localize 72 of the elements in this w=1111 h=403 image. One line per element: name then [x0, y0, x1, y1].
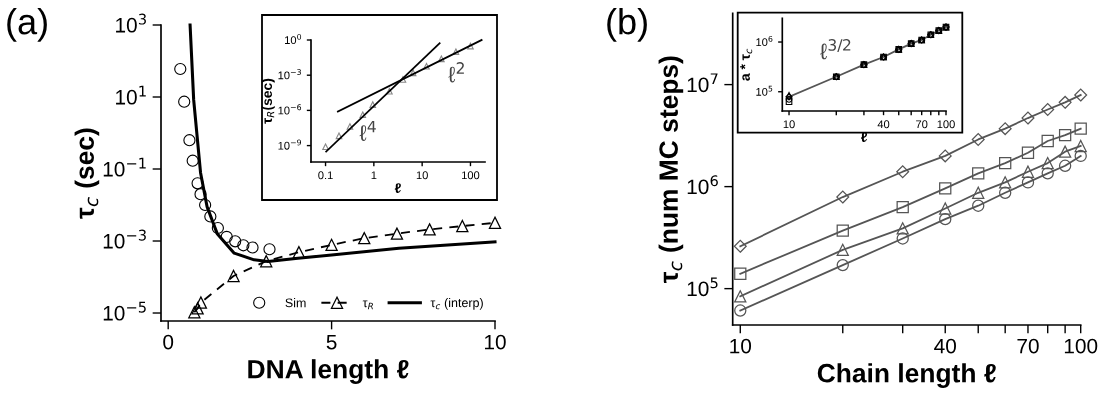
x-tick-label: 10: [730, 338, 752, 354]
point: [246, 241, 259, 254]
y-tick-label: 10$^{6}$: [756, 35, 773, 47]
y-tick-label: 10$^{1}$: [116, 85, 146, 105]
point: [188, 306, 201, 319]
point: [191, 177, 204, 190]
point: [186, 154, 199, 167]
point: [199, 198, 212, 212]
point: [204, 210, 217, 223]
x-axis-title: DNA length ℓ: [248, 359, 409, 384]
point: [174, 62, 187, 76]
annotation: ℓ$^{2}$: [448, 62, 464, 83]
y-tick-label: 10$^{0}$: [285, 33, 302, 45]
chart-title: (a): [7, 8, 47, 42]
x-tick-label: 0: [163, 334, 174, 350]
point: [178, 95, 191, 108]
legend-label: τ$_{c}$ (interp): [430, 298, 483, 310]
y-tick-label: 10$^{5}$: [687, 277, 718, 297]
x-axis-title: ℓ: [394, 183, 401, 193]
point: [220, 230, 233, 244]
point: [423, 223, 436, 236]
point: [325, 238, 338, 252]
y-tick-label: 10$^{3}$: [116, 13, 146, 33]
point: [390, 227, 404, 240]
x-tick-label: 100: [1064, 338, 1098, 354]
point: [359, 111, 367, 119]
y-axis-title: τ$_{c}$ (num MC steps): [658, 56, 684, 284]
point: [386, 87, 393, 95]
x-tick-label: 0.1: [318, 171, 333, 180]
point: [227, 269, 240, 283]
x-axis-title: Chain length ℓ: [817, 363, 996, 388]
x-tick-label: 40: [877, 120, 890, 129]
point: [260, 255, 273, 268]
legend-label: τ$_{R}$: [362, 300, 373, 310]
point: [194, 296, 208, 309]
x-tick-label: 100: [462, 171, 480, 180]
point: [488, 216, 502, 230]
annotation: ℓ$^{3/2}$: [820, 39, 851, 60]
annotation: ℓ$^{4}$: [359, 120, 376, 141]
point: [191, 302, 204, 315]
point: [211, 221, 224, 235]
x-tick-label: 10: [485, 334, 506, 350]
y-tick-label: 10$^{6}$: [687, 175, 718, 195]
y-tick-label: 10$^{−3}$: [278, 69, 301, 80]
y-tick-label: 10$^{−9}$: [278, 139, 302, 150]
y-tick-label: 10$^{−5}$: [103, 301, 146, 321]
y-axis-title: τ$_{R}$(sec): [261, 78, 275, 124]
point: [263, 243, 276, 256]
chart-title: (b): [607, 8, 647, 42]
y-axis-title: τ$_{c}$ (sec): [74, 128, 100, 219]
y-tick-label: 10$^{7}$: [687, 73, 718, 93]
x-tick-label: 70: [916, 120, 928, 129]
x-tick-label: 40: [934, 338, 957, 354]
point: [229, 235, 242, 248]
y-axis-title: a * τ$_{c}$: [740, 48, 753, 81]
point: [194, 188, 207, 201]
point: [358, 231, 371, 245]
y-tick-label: 10$^{−3}$: [103, 229, 146, 249]
x-tick-label: 5: [326, 334, 337, 350]
point: [183, 134, 196, 147]
point: [237, 239, 250, 252]
point: [456, 219, 469, 233]
y-tick-label: 10$^{−1}$: [103, 157, 146, 177]
x-tick-label: 100: [937, 120, 955, 129]
x-tick-label: 10: [783, 120, 795, 129]
legend-label: Sim: [285, 298, 306, 308]
x-tick-label: 70: [1017, 338, 1039, 354]
y-tick-label: 10$^{−6}$: [278, 104, 302, 115]
y-tick-label: 10$^{5}$: [756, 85, 773, 96]
point: [292, 245, 306, 259]
x-tick-label: 1: [371, 171, 377, 180]
x-tick-label: 10: [416, 171, 428, 180]
